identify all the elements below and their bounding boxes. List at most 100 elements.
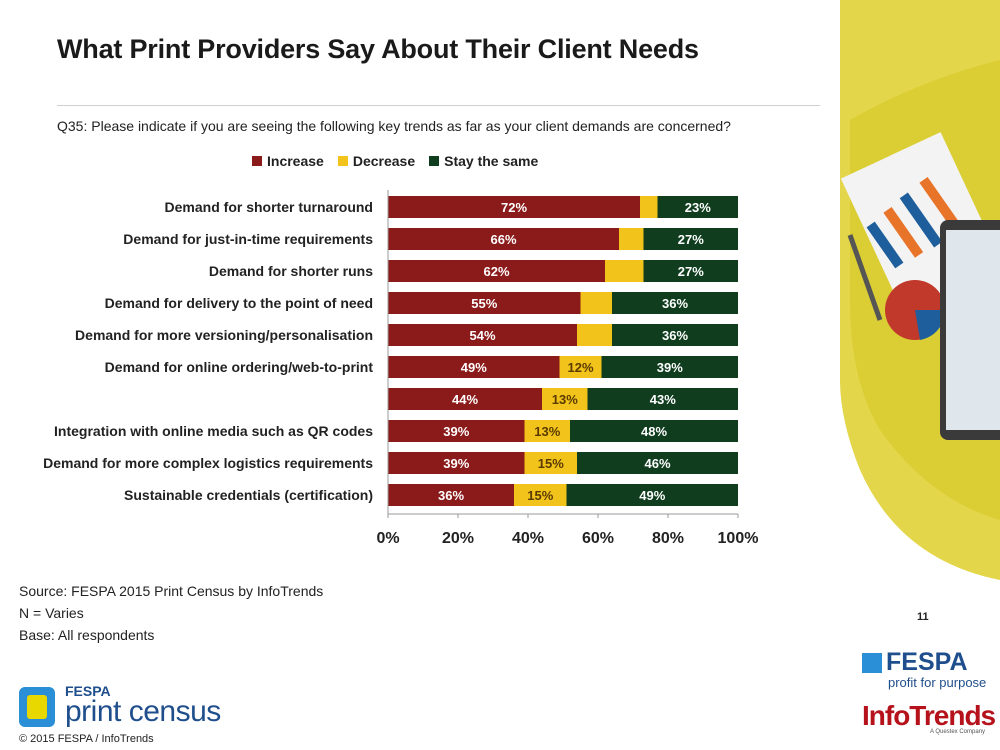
data-label: 36% (662, 328, 688, 343)
bar-segment (388, 292, 581, 314)
data-label: 15% (527, 488, 553, 503)
bar-segment (388, 452, 525, 474)
category-label: Demand for online ordering/web-to-print (105, 359, 374, 375)
bar-segment (559, 356, 602, 378)
data-label: 43% (650, 392, 676, 407)
title-divider (57, 105, 820, 106)
data-label: 44% (452, 392, 478, 407)
legend-swatch-stay-same (429, 156, 440, 166)
source-notes: Source: FESPA 2015 Print Census by InfoT… (19, 580, 323, 646)
bar-segment (542, 388, 588, 410)
decorative-photo-panel (840, 0, 1000, 580)
bar-segment (524, 420, 570, 442)
data-label: 13% (534, 424, 560, 439)
fespa-wordmark: FESPA (862, 648, 992, 677)
data-label: 72% (501, 200, 527, 215)
data-label: 13% (552, 392, 578, 407)
stacked-bar-chart: Demand for shorter turnaround 72% 23% Deman… (43, 190, 759, 547)
x-tick-label: 100% (718, 530, 759, 547)
bar-segment (388, 324, 577, 346)
x-tick-label: 40% (512, 530, 544, 547)
bar-segment (577, 324, 612, 346)
data-label: 36% (662, 296, 688, 311)
category-label: Integration with online media such as QR… (54, 423, 373, 439)
print-census-fespa-text: FESPA (65, 683, 111, 699)
fespa-tagline: profit for purpose (888, 675, 987, 690)
infotrends-subtitle: A Questex Company (930, 729, 986, 735)
legend-label-decrease: Decrease (352, 153, 416, 169)
bar-segment (657, 196, 738, 218)
page-title: What Print Providers Say About Their Cli… (57, 34, 699, 64)
bar-segment (643, 228, 738, 250)
bar-segment (580, 292, 612, 314)
data-label: 62% (483, 264, 509, 279)
data-label: 39% (443, 424, 469, 439)
bar-segment (570, 420, 738, 442)
data-label: 54% (469, 328, 495, 343)
data-label: 66% (490, 232, 516, 247)
fespa-logo-text: FESPA (886, 648, 968, 676)
data-label: 55% (471, 296, 497, 311)
legend-item-increase: Increase (252, 153, 324, 169)
page-number: 11 (917, 611, 929, 623)
bar-segment (619, 228, 644, 250)
bar-segment (577, 452, 738, 474)
bar-segment (388, 484, 514, 506)
bar-segment (388, 388, 542, 410)
x-tick-label: 0% (376, 530, 399, 547)
data-label: 12% (567, 360, 593, 375)
print-census-text: print census (65, 695, 221, 728)
category-label: Demand for just-in-time requirements (123, 231, 373, 247)
data-label: 23% (685, 200, 711, 215)
legend-item-decrease: Decrease (337, 153, 416, 169)
category-label: Demand for more versioning/personalisati… (75, 327, 373, 343)
data-label: 39% (657, 360, 683, 375)
data-label: 39% (443, 456, 469, 471)
bar-segment (388, 356, 560, 378)
fespa-logo: FESPA profit for purpose (862, 648, 992, 690)
legend-label-stay-same: Stay the same (444, 153, 539, 169)
bar-segment (566, 484, 738, 506)
print-census-logo: FESPA print census (19, 683, 234, 733)
legend-item-stay-same: Stay the same (429, 153, 538, 169)
bar-segment (514, 484, 567, 506)
data-label: 49% (461, 360, 487, 375)
legend-swatch-decrease (337, 156, 348, 166)
base-line: Base: All respondents (19, 627, 155, 643)
print-census-icon (19, 687, 55, 727)
category-label: Demand for shorter turnaround (165, 199, 373, 215)
x-tick-label: 20% (442, 530, 474, 547)
data-label: 46% (644, 456, 670, 471)
category-label: Demand for more complex logistics requir… (43, 455, 373, 471)
bar-segment (601, 356, 738, 378)
data-label: 27% (678, 264, 704, 279)
chart-legend: Increase Decrease Stay the same (252, 153, 538, 169)
bar-segment (640, 196, 658, 218)
bar-segment (587, 388, 738, 410)
bar-segment (612, 324, 738, 346)
category-label: Demand for delivery to the point of need (105, 295, 373, 311)
data-label: 27% (678, 232, 704, 247)
bar-segment (388, 260, 605, 282)
data-label: 36% (438, 488, 464, 503)
infotrends-logo: InfoTrends (862, 700, 996, 731)
bar-segment (612, 292, 738, 314)
bar-segment (524, 452, 577, 474)
decorative-photo-graphic (840, 0, 1000, 580)
x-tick-label: 60% (582, 530, 614, 547)
bar-segment (388, 196, 640, 218)
legend-label-increase: Increase (267, 153, 324, 169)
bar-segment (605, 260, 644, 282)
source-line: Source: FESPA 2015 Print Census by InfoT… (19, 583, 324, 599)
fespa-logo-square-icon (862, 652, 882, 673)
category-label: Sustainable credentials (certification) (124, 487, 373, 503)
data-label: 15% (538, 456, 564, 471)
data-label: 48% (641, 424, 667, 439)
legend-swatch-increase (252, 156, 262, 166)
bar-segment (388, 420, 525, 442)
x-tick-label: 80% (652, 530, 684, 547)
sample-size-line: N = Varies (19, 605, 84, 621)
bar-segment (643, 260, 738, 282)
data-label: 49% (639, 488, 665, 503)
survey-question: Q35: Please indicate if you are seeing t… (57, 118, 731, 134)
